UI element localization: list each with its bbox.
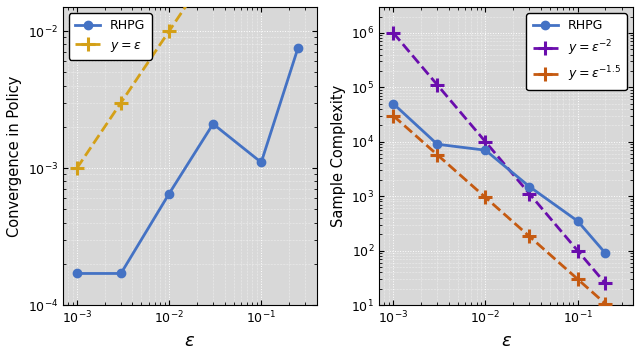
$y = \epsilon$ bbox=[117, 101, 125, 105]
Y-axis label: Sample Complexity: Sample Complexity bbox=[331, 85, 346, 227]
RHPG bbox=[209, 122, 217, 126]
$y = \epsilon$ bbox=[73, 166, 81, 170]
$y = \epsilon^{-2}$ bbox=[525, 192, 533, 196]
$y = \epsilon^{-2}$ bbox=[482, 140, 490, 144]
RHPG bbox=[117, 271, 125, 276]
Y-axis label: Convergence in Policy: Convergence in Policy bbox=[7, 75, 22, 237]
Line: RHPG: RHPG bbox=[389, 100, 609, 257]
Line: RHPG: RHPG bbox=[73, 44, 302, 278]
RHPG bbox=[482, 148, 490, 152]
X-axis label: $\epsilon$: $\epsilon$ bbox=[500, 332, 511, 350]
$y = \epsilon^{-2}$ bbox=[390, 31, 397, 35]
RHPG bbox=[390, 102, 397, 106]
$y = \epsilon^{-1.5}$ bbox=[390, 114, 397, 118]
RHPG bbox=[73, 271, 81, 276]
RHPG bbox=[433, 142, 441, 146]
Line: $y = \epsilon^{-2}$: $y = \epsilon^{-2}$ bbox=[387, 26, 612, 290]
RHPG bbox=[165, 192, 173, 196]
Legend: RHPG, $y = \epsilon$: RHPG, $y = \epsilon$ bbox=[69, 13, 152, 60]
$y = \epsilon^{-2}$ bbox=[433, 83, 441, 87]
$y = \epsilon^{-2}$ bbox=[602, 281, 609, 286]
RHPG bbox=[525, 185, 533, 189]
Line: $y = \epsilon^{-1.5}$: $y = \epsilon^{-1.5}$ bbox=[387, 109, 612, 311]
$y = \epsilon^{-1.5}$ bbox=[573, 277, 581, 281]
$y = \epsilon$ bbox=[165, 29, 173, 33]
RHPG bbox=[257, 160, 265, 165]
RHPG bbox=[573, 219, 581, 223]
$y = \epsilon^{-1.5}$ bbox=[482, 195, 490, 200]
$y = \epsilon^{-2}$ bbox=[573, 248, 581, 253]
Legend: RHPG, $y = \epsilon^{-2}$, $y = \epsilon^{-1.5}$: RHPG, $y = \epsilon^{-2}$, $y = \epsilon… bbox=[527, 13, 627, 90]
X-axis label: $\epsilon$: $\epsilon$ bbox=[184, 332, 195, 350]
RHPG bbox=[294, 46, 301, 50]
RHPG bbox=[602, 251, 609, 255]
$y = \epsilon^{-1.5}$ bbox=[433, 152, 441, 157]
$y = \epsilon^{-1.5}$ bbox=[602, 302, 609, 306]
Line: $y = \epsilon$: $y = \epsilon$ bbox=[70, 0, 305, 175]
$y = \epsilon^{-1.5}$ bbox=[525, 234, 533, 238]
